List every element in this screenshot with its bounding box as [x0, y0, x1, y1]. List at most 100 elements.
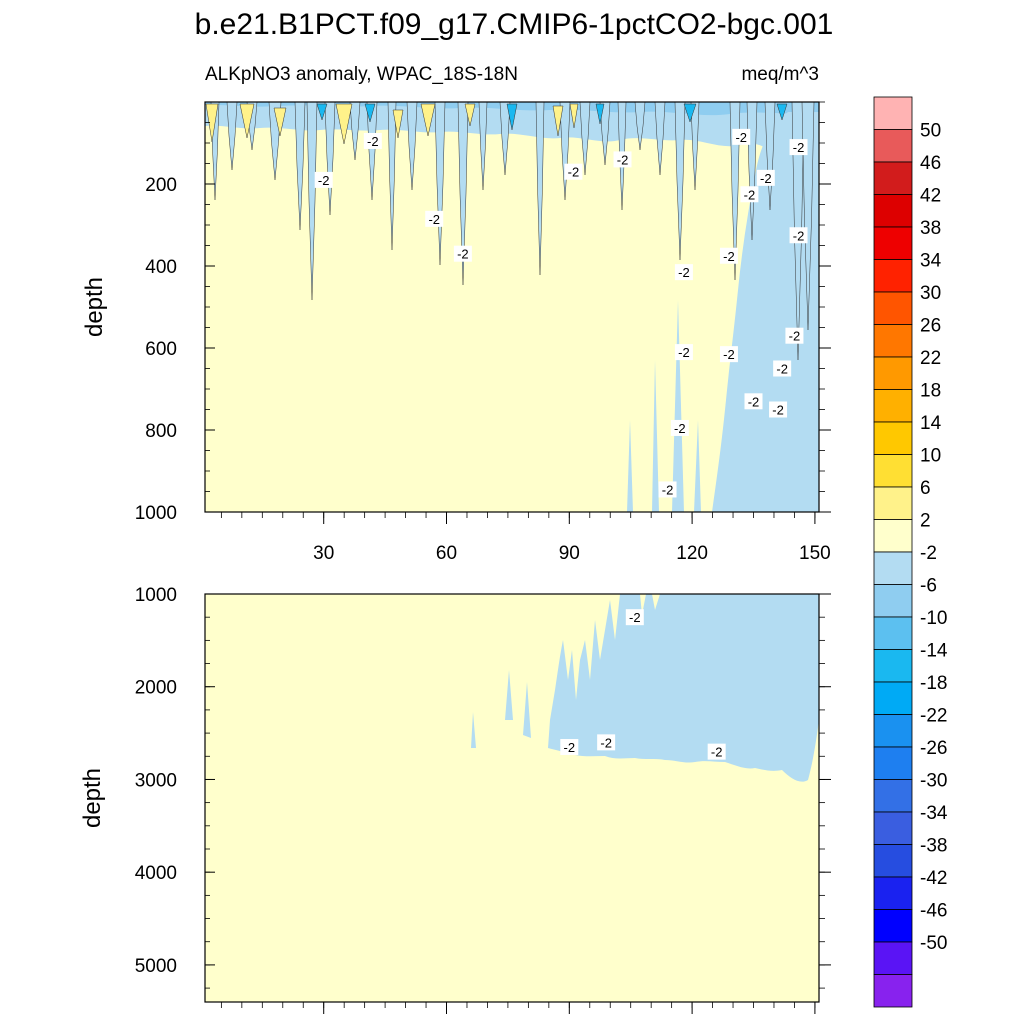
contour-label: -2: [772, 403, 784, 418]
colorbar-swatch: [873, 194, 913, 228]
positive-patch: [335, 103, 353, 145]
colorbar-label: -18: [920, 673, 947, 694]
y-tick-label: 1000: [135, 585, 177, 606]
colorbar-swatch: [873, 714, 913, 748]
y-tick-label: 4000: [135, 863, 177, 884]
colorbar-swatch: [873, 584, 913, 618]
contour-label: -2: [793, 140, 805, 155]
negative-tongue: [801, 102, 815, 331]
contour-label-box: [453, 245, 472, 262]
colorbar-swatch: [873, 226, 913, 260]
upper-deep-negative-streaks: [627, 300, 701, 512]
contour-label: -2: [793, 228, 805, 243]
colorbar-label: -50: [920, 933, 947, 954]
negative-tongue: [599, 102, 611, 166]
positive-patch: [569, 103, 579, 129]
negative-tongue: [499, 102, 511, 176]
contour-label-box: [625, 609, 644, 626]
colorbar-label: 10: [920, 446, 941, 467]
lower-negative-region: [548, 594, 819, 782]
negative-tongue: [457, 102, 469, 286]
negative-core: [364, 103, 376, 123]
negative-core: [683, 103, 697, 123]
colorbar-swatch: [873, 259, 913, 293]
y-tick-label: 1000: [135, 503, 177, 524]
contour-label: -2: [629, 610, 641, 625]
colorbar-swatch: [873, 129, 913, 163]
contour-label-box: [674, 344, 693, 361]
contour-label: -2: [617, 152, 629, 167]
negative-tongue: [690, 102, 700, 191]
contour-label-box: [773, 360, 792, 377]
negative-tongue: [226, 102, 238, 171]
contour-label: -2: [568, 165, 580, 180]
positive-patch: [420, 103, 436, 137]
colorbar-swatch: [873, 486, 913, 520]
contour-label: -2: [678, 345, 690, 360]
contour-label-box: [425, 210, 444, 227]
colorbar-label: 18: [920, 381, 941, 402]
contour-label-box: [744, 393, 763, 410]
contour-label-box: [314, 171, 333, 188]
contour-label: -2: [318, 173, 330, 188]
contour-label-box: [707, 743, 726, 760]
upper-positive-patches: [205, 103, 579, 145]
contour-label: -2: [735, 130, 747, 145]
colorbar-label: 2: [920, 511, 931, 532]
upper-panel-background: [205, 102, 819, 512]
negative-tongue: [349, 102, 361, 161]
contour-label: -2: [748, 394, 760, 409]
colorbar-swatch: [873, 616, 913, 650]
colorbar-swatch: [873, 844, 913, 878]
colorbar-swatch: [873, 519, 913, 553]
x-tick-label: 90: [559, 543, 580, 564]
positive-patch: [273, 107, 287, 137]
contour-label: -2: [711, 745, 723, 760]
colorbar-label: 26: [920, 316, 941, 337]
colorbar-swatch: [873, 356, 913, 390]
y-tick-label: 600: [145, 339, 177, 360]
colorbar-swatch: [873, 161, 913, 195]
lower-y-axis-label: depth: [79, 768, 106, 828]
x-tick-label: 120: [676, 543, 708, 564]
colorbar-label: 38: [920, 218, 941, 239]
colorbar-label: -6: [920, 576, 937, 597]
y-tick-label: 400: [145, 257, 177, 278]
lower-x-axis: [220, 1002, 816, 1014]
colorbar-label: -10: [920, 608, 947, 629]
contour-label-box: [769, 401, 788, 418]
upper-x-axis: 30 60 90 120 150: [220, 512, 831, 564]
contour-label: -2: [723, 347, 735, 362]
y-tick-label: 2000: [135, 678, 177, 699]
x-tick-label: 150: [799, 543, 831, 564]
colorbar-label: -14: [920, 641, 948, 662]
colorbar-swatch: [873, 974, 913, 1008]
contour-label-box: [560, 739, 579, 755]
positive-patch: [239, 103, 255, 139]
colorbar-label: 14: [920, 413, 942, 434]
negative-core: [776, 103, 788, 121]
contour-label: -2: [367, 134, 379, 149]
colorbar-label: -30: [920, 771, 947, 792]
contour-label: -2: [457, 247, 469, 262]
colorbar-label: -22: [920, 706, 947, 727]
colorbar-swatch: [873, 421, 913, 455]
colorbar-swatch: [873, 746, 913, 780]
contour-label-box: [658, 481, 677, 498]
negative-tongue: [654, 102, 666, 176]
contour-label-box: [789, 227, 808, 244]
negative-core: [316, 103, 328, 121]
upper-y-axis-label: depth: [81, 277, 108, 337]
colorbar-swatch: [873, 941, 913, 975]
contour-label-box: [670, 419, 689, 436]
colorbar-swatch: [873, 291, 913, 325]
negative-tongue: [478, 102, 488, 191]
x-tick-label: 30: [313, 543, 334, 564]
colorbar-swatch: [873, 551, 913, 585]
contour-label-box: [674, 264, 693, 281]
upper-negative-cores: [316, 103, 788, 131]
colorbar-label: 50: [920, 121, 941, 142]
colorbar-label: 46: [920, 153, 941, 174]
negative-tongue: [294, 102, 306, 231]
contour-label: -2: [760, 171, 772, 186]
